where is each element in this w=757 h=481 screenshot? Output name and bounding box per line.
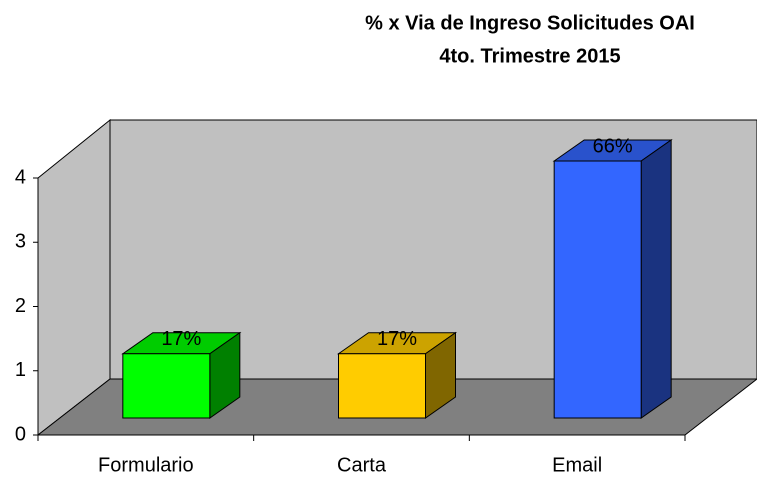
value-label: 66%: [593, 135, 633, 157]
bar-side: [640, 139, 672, 419]
y-tick-label: 2: [15, 295, 26, 317]
x-tick-label: Carta: [337, 454, 387, 476]
y-tick-label: 1: [15, 359, 26, 381]
chart-title: % x Via de Ingreso Solicitudes OAI: [365, 12, 695, 34]
x-tick-label: Email: [552, 454, 602, 476]
y-tick-label: 3: [15, 231, 26, 253]
x-tick-label: Formulario: [98, 454, 194, 476]
bar: [122, 353, 211, 419]
y-tick-label: 4: [15, 166, 26, 188]
value-label: 17%: [161, 328, 201, 350]
y-tick-label: 0: [15, 423, 26, 445]
chart-subtitle: 4to. Trimestre 2015: [439, 45, 620, 67]
value-label: 17%: [377, 328, 417, 350]
bar: [338, 353, 426, 419]
bar: [553, 160, 642, 419]
